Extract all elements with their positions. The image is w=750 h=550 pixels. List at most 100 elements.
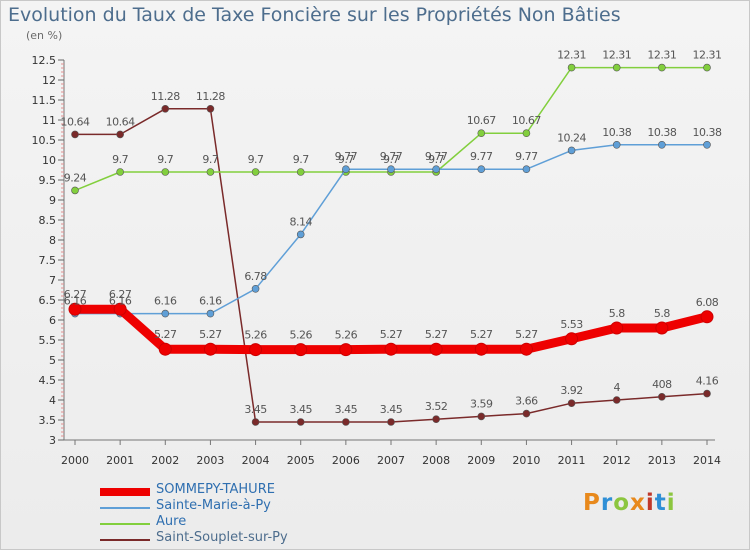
data-label: 408 xyxy=(652,378,672,391)
data-label: 3.92 xyxy=(560,384,583,397)
data-label: 6.08 xyxy=(696,296,719,309)
y-tick-label: 3 xyxy=(49,434,56,447)
data-point xyxy=(342,165,350,173)
y-tick-label: 6 xyxy=(49,314,56,327)
y-tick-label: 5.5 xyxy=(39,334,57,347)
data-label: 3.52 xyxy=(425,400,448,413)
data-label: 10.64 xyxy=(61,115,90,128)
data-label: 8.14 xyxy=(289,215,312,228)
x-tick-label: 2006 xyxy=(332,454,360,467)
data-point xyxy=(206,105,215,113)
data-point xyxy=(522,129,531,137)
proxiti-logo: Proxiti xyxy=(583,490,676,516)
data-point xyxy=(161,309,170,318)
data-point xyxy=(71,186,79,195)
data-point xyxy=(700,310,714,324)
data-label: 3.45 xyxy=(289,403,312,416)
data-label: 10.38 xyxy=(647,126,676,139)
data-label: 6.78 xyxy=(244,270,267,283)
data-label: 10.38 xyxy=(693,126,722,139)
y-tick-label: 10 xyxy=(42,154,56,167)
data-point xyxy=(610,321,624,335)
data-point xyxy=(519,342,533,356)
y-tick-label: 12.5 xyxy=(32,54,57,67)
data-label: 10.67 xyxy=(512,114,541,127)
data-point xyxy=(703,141,711,149)
data-point xyxy=(477,129,486,137)
data-label: 6.16 xyxy=(154,295,177,308)
data-point xyxy=(658,392,666,401)
data-point xyxy=(339,343,353,357)
x-tick-label: 2011 xyxy=(558,454,586,467)
data-label: 6.16 xyxy=(199,295,222,308)
legend-label: Sainte-Marie-à-Py xyxy=(156,498,271,513)
data-label: 12.31 xyxy=(693,49,722,62)
data-label: 6.27 xyxy=(109,288,132,301)
data-point xyxy=(612,141,621,149)
y-tick-label: 12 xyxy=(42,74,56,87)
y-tick-label: 9.5 xyxy=(39,174,57,187)
data-label: 5.27 xyxy=(380,328,403,341)
y-tick-label: 8.5 xyxy=(39,214,57,227)
x-tick-label: 2012 xyxy=(603,454,631,467)
data-point xyxy=(612,63,621,72)
data-label: 10.67 xyxy=(467,114,496,127)
y-tick-label: 7 xyxy=(49,274,56,287)
x-tick-label: 2014 xyxy=(693,454,721,467)
legend-label: SOMMEPY-TAHURE xyxy=(156,482,275,497)
data-point xyxy=(658,63,666,72)
data-label: 6.27 xyxy=(64,288,87,301)
data-label: 5.8 xyxy=(609,307,625,320)
data-point xyxy=(567,146,576,155)
data-label: 9.7 xyxy=(112,153,128,166)
axes: 3 3.5 4 4.5 5 5.5 6 6.5 7 7.5 8 8.5 9 9.5 10 10.5 11 11.5… xyxy=(32,54,722,467)
data-point xyxy=(113,302,127,316)
data-label: 3.45 xyxy=(244,403,267,416)
logo-letter: x xyxy=(630,490,646,516)
data-label: 12.31 xyxy=(602,49,631,62)
data-label: 5.26 xyxy=(244,329,267,342)
legend-item: SOMMEPY-TAHURE xyxy=(100,482,360,500)
x-tick-label: 2002 xyxy=(151,454,179,467)
data-point xyxy=(522,409,531,418)
data-point xyxy=(161,168,170,176)
y-tick-label: 4 xyxy=(49,394,56,407)
logo-letter: o xyxy=(613,490,631,516)
data-label: 3.66 xyxy=(515,395,538,408)
x-tick-label: 2003 xyxy=(196,454,224,467)
data-label: 4.16 xyxy=(696,375,719,388)
x-tick-label: 2001 xyxy=(106,454,134,467)
data-label: 9.7 xyxy=(293,153,309,166)
data-label: 12.31 xyxy=(647,49,676,62)
data-point xyxy=(432,415,440,424)
data-point xyxy=(116,168,124,176)
data-label: 9.7 xyxy=(428,153,444,166)
data-label: 5.27 xyxy=(470,328,493,341)
legend-label: Aure xyxy=(156,514,187,529)
data-point xyxy=(612,396,621,404)
data-point xyxy=(296,168,305,176)
legend: SOMMEPY-TAHURE Sainte-Marie-à-Py Aure Saint… xyxy=(100,482,360,548)
data-point xyxy=(522,165,531,173)
y-tick-label: 9 xyxy=(49,194,56,207)
logo-letter: r xyxy=(600,490,614,516)
data-labels: 6.27 6.27 5.27 5.27 5.26 5.26 5.26 5.27 5.27 5.27… xyxy=(61,49,723,416)
data-point xyxy=(71,130,79,139)
x-tick-label: 2009 xyxy=(467,454,495,467)
data-point xyxy=(387,418,395,426)
data-point xyxy=(296,418,305,426)
legend-swatch xyxy=(100,488,150,496)
data-label: 3.45 xyxy=(380,403,403,416)
data-point xyxy=(655,321,669,335)
data-point xyxy=(387,165,395,173)
data-point xyxy=(567,63,576,72)
data-label: 5.27 xyxy=(515,328,538,341)
data-label: 9.77 xyxy=(380,150,403,163)
y-tick-label: 8 xyxy=(49,234,56,247)
data-label: 6.16 xyxy=(109,295,132,308)
data-label: 9.7 xyxy=(248,153,264,166)
x-tick-label: 2004 xyxy=(242,454,270,467)
legend-item: Aure xyxy=(100,514,360,532)
data-point xyxy=(477,412,486,421)
data-label: 9.7 xyxy=(157,153,173,166)
